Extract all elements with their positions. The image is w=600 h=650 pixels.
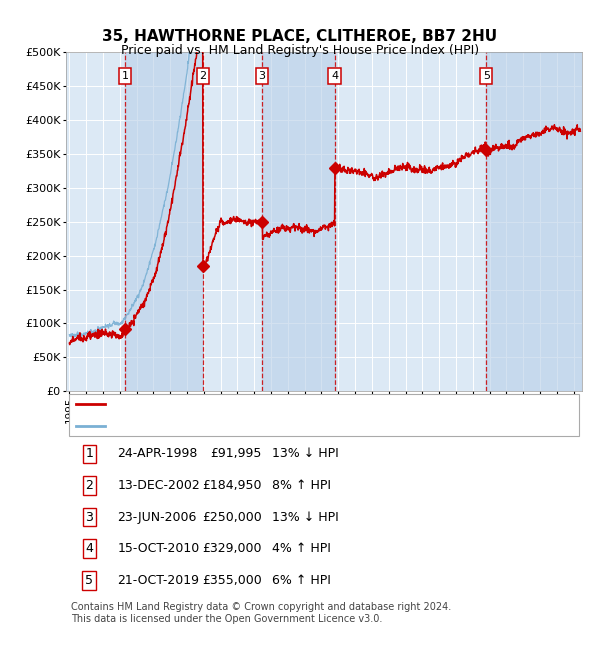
Text: £250,000: £250,000 [202,511,262,524]
Text: 35, HAWTHORNE PLACE, CLITHEROE, BB7 2HU (detached house): 35, HAWTHORNE PLACE, CLITHEROE, BB7 2HU … [112,398,494,411]
Text: 13-DEC-2002: 13-DEC-2002 [118,479,200,492]
Bar [486,52,582,391]
Text: £91,995: £91,995 [211,447,262,460]
Text: 4: 4 [331,71,338,81]
Text: £329,000: £329,000 [203,542,262,555]
Text: 21-OCT-2019: 21-OCT-2019 [118,574,200,587]
Text: 3: 3 [85,511,93,524]
Text: £355,000: £355,000 [202,574,262,587]
Text: 5: 5 [85,574,93,587]
Text: 13% ↓ HPI: 13% ↓ HPI [272,447,339,460]
Text: 2: 2 [199,71,206,81]
Text: 4% ↑ HPI: 4% ↑ HPI [272,542,331,555]
Text: Contains HM Land Registry data © Crown copyright and database right 2024.
This d: Contains HM Land Registry data © Crown c… [71,602,451,624]
Text: 13% ↓ HPI: 13% ↓ HPI [272,511,339,524]
Bar [125,52,203,391]
Text: Price paid vs. HM Land Registry's House Price Index (HPI): Price paid vs. HM Land Registry's House … [121,44,479,57]
Text: HPI: Average price, detached house, Ribble Valley: HPI: Average price, detached house, Ribb… [112,420,407,433]
Text: 1: 1 [85,447,93,460]
Text: 35, HAWTHORNE PLACE, CLITHEROE, BB7 2HU: 35, HAWTHORNE PLACE, CLITHEROE, BB7 2HU [103,29,497,44]
Text: 5: 5 [482,71,490,81]
Bar [262,52,335,391]
Text: 3: 3 [259,71,266,81]
Text: 8% ↑ HPI: 8% ↑ HPI [272,479,331,492]
FancyBboxPatch shape [68,394,580,436]
Text: 24-APR-1998: 24-APR-1998 [118,447,198,460]
Text: £184,950: £184,950 [203,479,262,492]
Text: 2: 2 [85,479,93,492]
Text: 1: 1 [121,71,128,81]
Text: 23-JUN-2006: 23-JUN-2006 [118,511,197,524]
Text: 15-OCT-2010: 15-OCT-2010 [118,542,200,555]
Text: 6% ↑ HPI: 6% ↑ HPI [272,574,331,587]
Text: 4: 4 [85,542,93,555]
